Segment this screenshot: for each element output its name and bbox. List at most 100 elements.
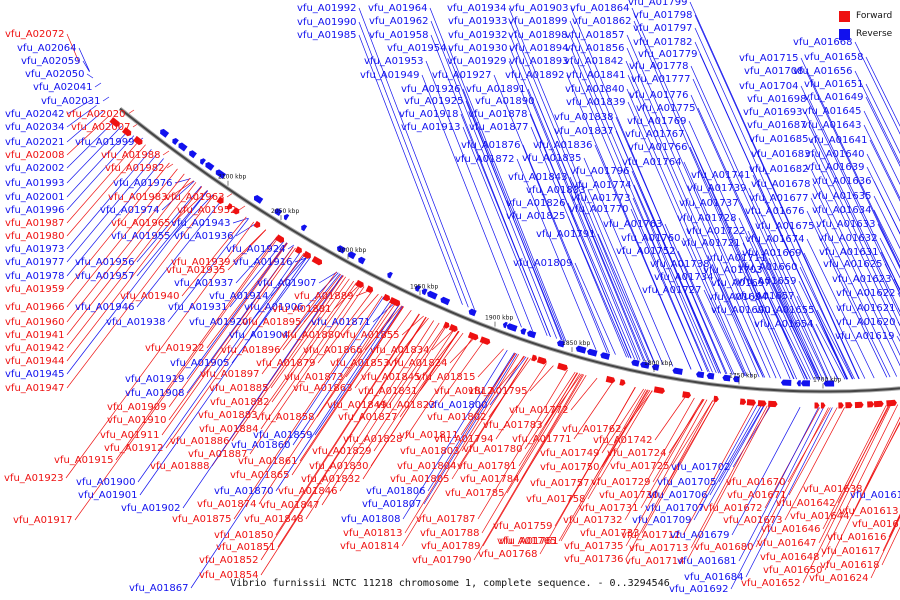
- connector-vfu_A01767: [686, 133, 798, 380]
- connector-vfu_A01894: [570, 47, 709, 372]
- gene-arrow-1: [121, 127, 132, 137]
- connector-vfu_A01933: [509, 20, 651, 363]
- connector-vfu_A01815: [477, 348, 504, 378]
- gene-label-vfu_A01656: vfu_A01656: [793, 66, 852, 77]
- connector-vfu_A01766: [689, 146, 795, 380]
- gene-label-vfu_A01668: vfu_A01668: [793, 37, 852, 48]
- connector-vfu_A01924: [287, 244, 295, 250]
- connector-vfu_A01839: [627, 101, 748, 377]
- gene-label-vfu_A01892: vfu_A01892: [505, 70, 564, 81]
- gene-label-vfu_A01646: vfu_A01646: [761, 524, 820, 535]
- gene-label-vfu_A01976: vfu_A01976: [113, 178, 172, 189]
- connector-vfu_A01693: [804, 111, 900, 313]
- connector-vfu_A01728: [738, 217, 815, 380]
- connector-vfu_A01769: [688, 120, 806, 380]
- connector-vfu_A01785: [506, 373, 581, 494]
- legend-reverse: Reverse: [839, 27, 892, 41]
- gene-label-vfu_A01917: vfu_A01917: [13, 515, 72, 526]
- connector-vfu_A01788: [481, 372, 578, 534]
- connector-vfu_A01947: [66, 194, 215, 389]
- gene-label-vfu_A01631: vfu_A01631: [819, 247, 878, 258]
- connector-vfu_A01778: [690, 65, 832, 380]
- gene-label-vfu_A02072: vfu_A02072: [5, 29, 64, 40]
- gene-arrow-25: [355, 279, 364, 289]
- gene-label-vfu_A01704: vfu_A01704: [739, 81, 798, 92]
- gene-label-vfu_A01802: vfu_A01802: [427, 412, 486, 423]
- connector-vfu_A01813: [404, 352, 516, 534]
- connector-vfu_A01918: [460, 113, 551, 337]
- gene-arrow-38: [479, 336, 491, 345]
- connector-vfu_A01944: [66, 186, 203, 362]
- gene-arrow-20: [302, 250, 311, 259]
- gene-label-vfu_A01815: vfu_A01815: [416, 372, 475, 383]
- gene-label-vfu_A01643: vfu_A01643: [802, 120, 861, 131]
- connector-vfu_A01903: [570, 7, 727, 375]
- gene-label-vfu_A01762: vfu_A01762: [562, 424, 621, 435]
- tick-label-2: 2000 kbp: [338, 247, 366, 254]
- connector-vfu_A01829: [373, 329, 455, 452]
- connector-vfu_A01992: [358, 7, 475, 310]
- gene-label-vfu_A01774: vfu_A01774: [572, 180, 631, 191]
- connector-vfu_A02050: [86, 73, 94, 79]
- gene-label-vfu_A01943: vfu_A01943: [171, 218, 230, 229]
- connector-vfu_A01938: [167, 218, 249, 323]
- gene-label-vfu_A01885: vfu_A01885: [209, 383, 268, 394]
- gene-label-vfu_A01895: vfu_A01895: [242, 317, 301, 328]
- gene-label-vfu_A01738: vfu_A01738: [650, 259, 709, 270]
- gene-label-vfu_A01659: vfu_A01659: [737, 276, 796, 287]
- gene-label-vfu_A01811: vfu_A01811: [399, 430, 458, 441]
- gene-label-vfu_A01993: vfu_A01993: [5, 178, 64, 189]
- gene-label-vfu_A01730: vfu_A01730: [599, 490, 658, 501]
- gene-label-vfu_A01956: vfu_A01956: [75, 257, 134, 268]
- gene-label-vfu_A01612: vfu_A01612: [850, 490, 900, 501]
- gene-label-vfu_A01977: vfu_A01977: [5, 257, 64, 268]
- connector-vfu_A02001: [66, 130, 129, 198]
- gene-label-vfu_A01832: vfu_A01832: [301, 474, 360, 485]
- gene-label-vfu_A01932: vfu_A01932: [448, 30, 507, 41]
- connector-vfu_A01847: [321, 322, 440, 506]
- gene-label-vfu_A01782: vfu_A01782: [633, 37, 692, 48]
- gene-label-vfu_A01621: vfu_A01621: [836, 303, 895, 314]
- connector-vfu_A01807: [423, 353, 518, 505]
- connector-vfu_A01798: [694, 14, 860, 380]
- connector-vfu_A01787: [477, 369, 568, 520]
- gene-label-vfu_A01952: vfu_A01952: [177, 205, 236, 216]
- gene-arrow-36: [468, 308, 477, 317]
- gene-label-vfu_A01855: vfu_A01855: [340, 330, 399, 341]
- gene-label-vfu_A01920: vfu_A01920: [189, 317, 248, 328]
- gene-label-vfu_A01942: vfu_A01942: [5, 343, 64, 354]
- gene-label-vfu_A01705: vfu_A01705: [657, 477, 716, 488]
- tick-label-3: 1950 kbp: [410, 283, 438, 290]
- gene-label-vfu_A02002: vfu_A02002: [5, 163, 64, 174]
- gene-label-vfu_A01877: vfu_A01877: [469, 122, 528, 133]
- gene-label-vfu_A01862: vfu_A01862: [572, 16, 631, 27]
- gene-label-vfu_A01876: vfu_A01876: [461, 140, 520, 151]
- connector-vfu_A01808: [402, 350, 508, 520]
- gene-label-vfu_A01918: vfu_A01918: [399, 109, 458, 120]
- connector-vfu_A01624: [870, 516, 900, 579]
- connector-vfu_A01870: [275, 304, 400, 492]
- gene-label-vfu_A02041: vfu_A02041: [33, 82, 92, 93]
- gene-label-vfu_A01835: vfu_A01835: [522, 153, 581, 164]
- gene-label-vfu_A01625: vfu_A01625: [823, 259, 882, 270]
- connector-vfu_A01715: [800, 57, 900, 268]
- connector-vfu_A01917: [74, 237, 279, 521]
- gene-label-vfu_A01863: vfu_A01863: [293, 383, 352, 394]
- connector-vfu_A01770: [630, 208, 703, 372]
- gene-label-vfu_A02064: vfu_A02064: [17, 43, 76, 54]
- connector-vfu_A01711: [768, 257, 828, 380]
- gene-label-vfu_A01959: vfu_A01959: [5, 284, 64, 295]
- gene-label-vfu_A01776: vfu_A01776: [629, 90, 688, 101]
- connector-vfu_A01955: [172, 194, 214, 237]
- connector-vfu_A01836: [594, 144, 692, 370]
- connector-vfu_A01875: [233, 295, 383, 520]
- gene-arrow-marks: [109, 117, 897, 409]
- connector-vfu_A01831: [419, 332, 464, 392]
- gene-label-vfu_A01703: vfu_A01703: [703, 265, 762, 276]
- connector-vfu_A02041: [94, 82, 102, 88]
- gene-label-vfu_A01715: vfu_A01715: [739, 53, 798, 64]
- gene-label-vfu_A01955: vfu_A01955: [111, 231, 170, 242]
- gene-arrow-75: [854, 401, 864, 409]
- gene-label-vfu_A01985: vfu_A01985: [297, 30, 356, 41]
